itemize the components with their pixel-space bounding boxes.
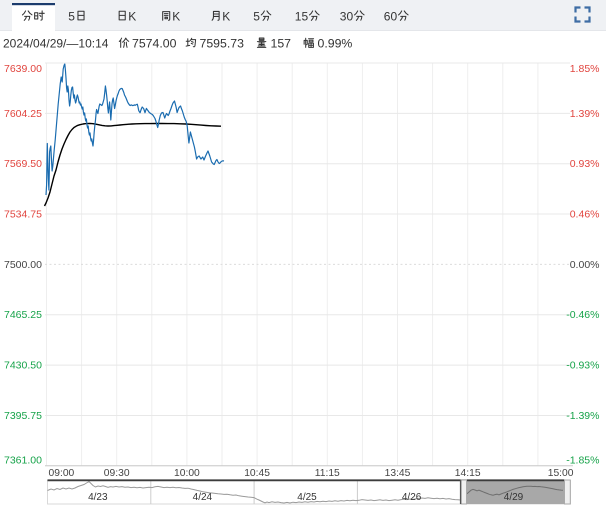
svg-text:7465.25: 7465.25 — [4, 309, 42, 321]
svg-text:157: 157 — [271, 37, 292, 51]
svg-text:0.99%: 0.99% — [318, 37, 353, 51]
svg-text:0.00%: 0.00% — [570, 259, 600, 271]
svg-text:7534.75: 7534.75 — [4, 209, 42, 221]
svg-text:09:30: 09:30 — [104, 468, 130, 479]
svg-text:-0.93%: -0.93% — [566, 360, 599, 372]
svg-text:09:00: 09:00 — [49, 468, 75, 479]
svg-text:7395.75: 7395.75 — [4, 410, 42, 422]
svg-text:15:00: 15:00 — [548, 468, 574, 479]
svg-text:1.39%: 1.39% — [570, 108, 600, 120]
svg-text:7604.25: 7604.25 — [4, 108, 42, 120]
svg-text:7595.73: 7595.73 — [200, 37, 245, 51]
svg-text:4/25: 4/25 — [297, 492, 317, 503]
svg-text:15: 15 — [295, 10, 309, 24]
svg-text:7574.00: 7574.00 — [132, 37, 177, 51]
svg-text:K: K — [128, 10, 136, 24]
svg-text:K: K — [222, 10, 230, 24]
svg-text:60: 60 — [384, 10, 398, 24]
svg-text:0.93%: 0.93% — [570, 158, 600, 170]
svg-text:4/24: 4/24 — [193, 492, 213, 503]
svg-text:-1.85%: -1.85% — [566, 455, 599, 467]
svg-text:4/23: 4/23 — [88, 492, 108, 503]
svg-text:0.46%: 0.46% — [570, 209, 600, 221]
svg-text:K: K — [172, 10, 180, 24]
svg-text:-0.46%: -0.46% — [566, 309, 599, 321]
svg-text:10:45: 10:45 — [244, 468, 270, 479]
svg-text:13:45: 13:45 — [385, 468, 411, 479]
svg-text:11:15: 11:15 — [315, 468, 340, 479]
svg-text:7569.50: 7569.50 — [4, 158, 42, 170]
svg-text:7361.00: 7361.00 — [4, 455, 42, 467]
svg-text:7430.50: 7430.50 — [4, 360, 42, 372]
svg-text:5: 5 — [253, 10, 260, 24]
svg-text:7639.00: 7639.00 — [4, 63, 42, 75]
svg-text:10:00: 10:00 — [174, 468, 200, 479]
svg-text:-1.39%: -1.39% — [566, 410, 599, 422]
svg-text:7500.00: 7500.00 — [4, 259, 42, 271]
svg-text:4/29: 4/29 — [504, 492, 524, 503]
svg-text:4/26: 4/26 — [402, 492, 422, 503]
svg-text:14:15: 14:15 — [455, 468, 481, 479]
svg-text:1.85%: 1.85% — [570, 63, 600, 75]
svg-text:30: 30 — [340, 10, 354, 24]
svg-text:2024/04/29/—10:14: 2024/04/29/—10:14 — [3, 37, 109, 51]
svg-text:5: 5 — [68, 10, 75, 24]
